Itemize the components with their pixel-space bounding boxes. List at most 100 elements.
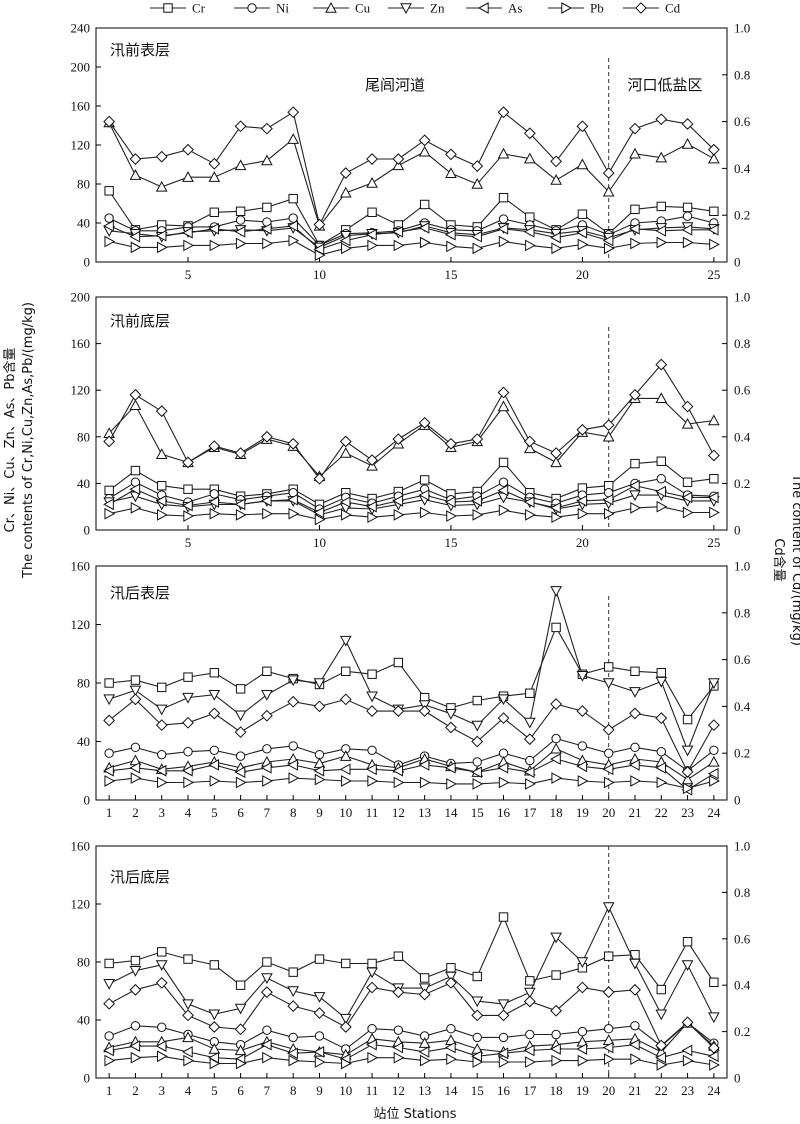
data-point xyxy=(629,707,641,720)
data-point xyxy=(313,1046,325,1058)
data-point xyxy=(550,586,562,597)
data-point xyxy=(655,224,666,237)
data-point xyxy=(681,1044,693,1057)
data-point xyxy=(682,782,694,795)
legend-label: Ni xyxy=(276,1,289,16)
data-point xyxy=(183,747,193,757)
series-pb xyxy=(104,1050,720,1071)
data-point xyxy=(182,999,194,1011)
data-point xyxy=(497,1047,509,1060)
data-point xyxy=(656,747,666,757)
data-point xyxy=(523,717,536,729)
data-point xyxy=(157,682,167,693)
data-point xyxy=(709,1059,720,1071)
data-point xyxy=(498,776,510,789)
y-right-tick-label: 0 xyxy=(734,255,741,270)
data-point xyxy=(234,1044,247,1056)
legend-item-as: As xyxy=(466,1,522,16)
data-point xyxy=(709,977,719,987)
series-cu xyxy=(103,1016,720,1060)
y-left-tick-label: 200 xyxy=(71,290,91,305)
data-point xyxy=(157,947,167,957)
data-point xyxy=(577,238,589,251)
data-point xyxy=(602,1041,614,1054)
data-point xyxy=(656,456,666,466)
data-point xyxy=(183,510,195,522)
data-point xyxy=(472,1032,482,1043)
data-point xyxy=(130,465,141,476)
data-point xyxy=(419,506,431,519)
data-point xyxy=(446,778,457,790)
series-ni xyxy=(104,474,719,514)
data-point xyxy=(130,772,142,784)
series-cd xyxy=(103,976,720,1054)
y-left-tick-label: 0 xyxy=(84,1071,91,1086)
data-point xyxy=(313,764,325,777)
data-point xyxy=(707,491,719,504)
data-point xyxy=(366,967,378,979)
data-point xyxy=(366,454,378,467)
data-point xyxy=(576,981,589,994)
y-left-tick-label: 80 xyxy=(77,177,90,192)
legend-label: Cr xyxy=(192,1,206,16)
data-point xyxy=(314,513,326,526)
data-point xyxy=(392,159,405,171)
data-point xyxy=(602,763,614,776)
y-axis-right-label: Cd含量 xyxy=(771,538,787,581)
data-point xyxy=(209,489,220,499)
data-point xyxy=(576,1043,588,1055)
data-point xyxy=(471,433,484,446)
data-point xyxy=(497,484,509,497)
data-point xyxy=(419,199,430,210)
data-point xyxy=(655,392,668,404)
data-point xyxy=(129,483,141,496)
data-point xyxy=(471,177,484,189)
x-tick-label: 19 xyxy=(576,805,589,820)
x-tick-label: 4 xyxy=(185,1083,192,1098)
data-point xyxy=(393,776,405,789)
data-point xyxy=(339,635,352,647)
data-point xyxy=(602,419,615,432)
data-point xyxy=(341,775,352,787)
data-point xyxy=(550,447,563,460)
data-point xyxy=(707,1041,720,1054)
data-point xyxy=(208,157,221,170)
legend-item-pb: Pb xyxy=(548,1,604,16)
data-point xyxy=(498,235,510,248)
data-point xyxy=(234,447,247,460)
data-point xyxy=(656,474,666,484)
data-point xyxy=(103,1044,114,1057)
data-point xyxy=(498,912,509,922)
y-right-tick-label: 0 xyxy=(734,523,741,538)
data-point xyxy=(183,1054,195,1067)
y-right-tick-label: 0.4 xyxy=(734,161,751,176)
y-left-tick-label: 80 xyxy=(77,955,90,970)
data-point xyxy=(104,678,114,688)
data-point xyxy=(602,493,614,506)
x-tick-label: 2 xyxy=(132,1083,139,1098)
data-point xyxy=(446,963,456,973)
series-line xyxy=(108,122,715,228)
data-point xyxy=(708,678,720,690)
data-point xyxy=(525,976,535,986)
data-point xyxy=(709,506,720,519)
data-point xyxy=(104,775,116,787)
data-point xyxy=(155,719,168,732)
data-point xyxy=(525,1056,536,1068)
y-left-tick-label: 0 xyxy=(84,523,91,538)
data-point xyxy=(104,213,114,223)
x-tick-label: 22 xyxy=(655,805,668,820)
series-pb xyxy=(104,500,720,526)
data-point xyxy=(208,1021,221,1033)
data-point xyxy=(681,400,694,413)
data-point xyxy=(498,457,509,468)
data-point xyxy=(471,996,484,1008)
data-point xyxy=(603,951,614,961)
data-point xyxy=(208,440,221,453)
data-point xyxy=(157,1022,167,1032)
x-tick-label: 11 xyxy=(366,1083,379,1098)
data-point xyxy=(419,776,431,789)
data-point xyxy=(523,496,535,508)
data-point xyxy=(313,700,326,713)
data-point xyxy=(497,999,510,1011)
